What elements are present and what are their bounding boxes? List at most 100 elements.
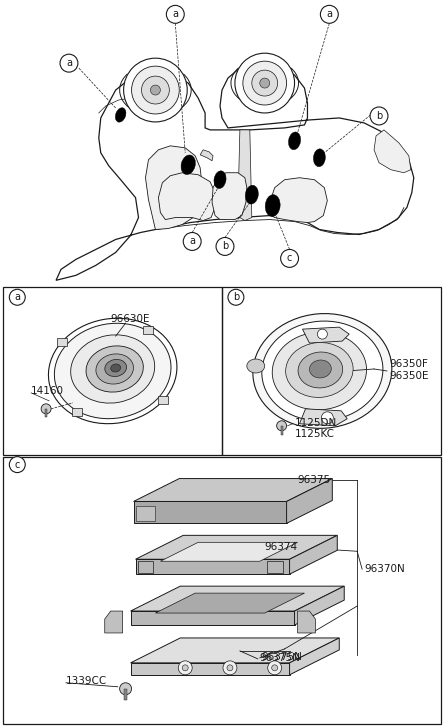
Bar — [4, 287, 222, 454]
Ellipse shape — [285, 342, 353, 398]
Text: 96350F: 96350F — [389, 359, 428, 369]
Polygon shape — [146, 146, 202, 230]
Circle shape — [60, 55, 78, 72]
Polygon shape — [286, 478, 332, 523]
Circle shape — [252, 70, 278, 96]
Text: c: c — [287, 254, 292, 263]
Polygon shape — [131, 611, 294, 625]
Ellipse shape — [253, 313, 392, 428]
Ellipse shape — [181, 155, 195, 174]
Polygon shape — [289, 535, 337, 574]
Circle shape — [142, 76, 169, 104]
Circle shape — [216, 238, 234, 255]
Bar — [57, 338, 67, 346]
Text: 1339CC: 1339CC — [66, 676, 107, 686]
Circle shape — [227, 665, 233, 671]
Polygon shape — [160, 542, 297, 561]
Text: a: a — [189, 236, 195, 246]
Polygon shape — [294, 586, 344, 625]
Circle shape — [41, 403, 51, 414]
Ellipse shape — [214, 171, 226, 188]
Circle shape — [268, 661, 281, 675]
Text: 96370N: 96370N — [364, 564, 405, 574]
Circle shape — [235, 53, 294, 113]
Polygon shape — [300, 409, 347, 426]
Bar — [45, 409, 47, 417]
Polygon shape — [297, 611, 315, 633]
Text: b: b — [376, 111, 382, 121]
Bar — [281, 426, 283, 435]
Ellipse shape — [48, 318, 177, 424]
Polygon shape — [302, 327, 349, 343]
Circle shape — [166, 5, 184, 23]
Ellipse shape — [309, 360, 331, 378]
Ellipse shape — [86, 346, 143, 392]
Polygon shape — [200, 150, 213, 161]
Text: 14160: 14160 — [31, 386, 64, 396]
Polygon shape — [155, 593, 305, 613]
Circle shape — [151, 85, 160, 95]
Circle shape — [321, 411, 333, 424]
Polygon shape — [105, 611, 123, 633]
Text: 1125KC: 1125KC — [294, 429, 334, 438]
Bar — [222, 287, 440, 454]
Polygon shape — [131, 586, 344, 611]
Polygon shape — [270, 177, 327, 222]
Text: a: a — [172, 9, 178, 20]
Circle shape — [223, 661, 237, 675]
Circle shape — [260, 78, 270, 88]
Ellipse shape — [105, 359, 127, 377]
Ellipse shape — [289, 132, 301, 150]
Ellipse shape — [245, 185, 258, 204]
Circle shape — [178, 661, 192, 675]
Ellipse shape — [247, 359, 265, 373]
Bar — [158, 395, 168, 403]
Text: a: a — [66, 58, 72, 68]
Bar — [72, 408, 82, 416]
Polygon shape — [56, 63, 414, 281]
Bar — [143, 326, 153, 334]
Circle shape — [182, 665, 188, 671]
Circle shape — [370, 107, 388, 125]
Text: b: b — [233, 292, 239, 302]
Circle shape — [119, 683, 131, 695]
Polygon shape — [131, 638, 339, 663]
Text: a: a — [326, 9, 332, 20]
Ellipse shape — [96, 354, 134, 384]
Text: 1125DN: 1125DN — [294, 418, 337, 427]
Ellipse shape — [111, 364, 121, 372]
Bar — [135, 507, 155, 521]
Circle shape — [243, 61, 286, 105]
Text: 96374: 96374 — [265, 542, 298, 553]
Polygon shape — [135, 559, 289, 574]
Text: 96350E: 96350E — [389, 371, 428, 381]
Ellipse shape — [298, 352, 343, 388]
Circle shape — [131, 66, 179, 114]
Polygon shape — [289, 638, 339, 675]
Text: 96375N: 96375N — [262, 652, 303, 662]
Circle shape — [277, 421, 286, 430]
Polygon shape — [134, 478, 332, 502]
Polygon shape — [212, 173, 247, 220]
Text: 96630E: 96630E — [111, 314, 151, 324]
Text: b: b — [222, 241, 228, 252]
Ellipse shape — [71, 335, 155, 403]
Circle shape — [123, 58, 187, 122]
Circle shape — [272, 665, 278, 671]
Text: a: a — [14, 292, 20, 302]
Circle shape — [9, 457, 25, 473]
Circle shape — [9, 289, 25, 305]
Ellipse shape — [115, 108, 126, 122]
Bar — [267, 561, 283, 573]
Text: 96375N: 96375N — [260, 653, 301, 663]
Ellipse shape — [265, 195, 280, 217]
Bar — [4, 457, 440, 723]
Circle shape — [321, 5, 338, 23]
Ellipse shape — [272, 332, 367, 410]
Text: c: c — [15, 459, 20, 470]
Polygon shape — [159, 173, 215, 220]
Circle shape — [281, 249, 298, 268]
Ellipse shape — [262, 321, 383, 421]
Polygon shape — [238, 130, 252, 220]
Polygon shape — [374, 130, 411, 173]
